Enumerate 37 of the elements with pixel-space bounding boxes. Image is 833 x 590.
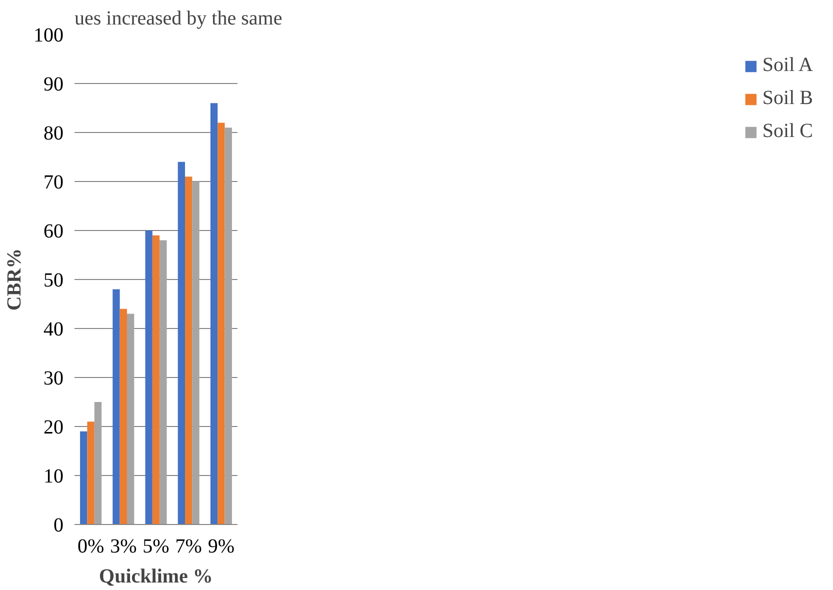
y-tick-label: 70 xyxy=(44,172,64,194)
y-axis-title: CBR% xyxy=(4,248,26,311)
bar xyxy=(224,128,232,524)
bar xyxy=(80,431,88,524)
x-tick-label: 5% xyxy=(142,536,170,558)
y-tick-label: 90 xyxy=(44,74,64,96)
bar xyxy=(192,182,200,524)
x-tick-label: 9% xyxy=(208,536,235,558)
bar xyxy=(145,230,152,524)
y-tick-label: 100 xyxy=(34,24,64,46)
text: ues increased by the same xyxy=(74,8,282,30)
y-tick-label: 60 xyxy=(44,220,64,242)
bar xyxy=(185,176,192,524)
x-tick-label: 3% xyxy=(110,536,137,558)
y-tick-label: 0 xyxy=(54,514,64,536)
bar xyxy=(152,235,160,524)
y-tick-label: 40 xyxy=(44,318,64,340)
bar xyxy=(160,240,167,524)
y-tick-label: 20 xyxy=(44,416,64,438)
bar xyxy=(126,314,134,524)
y-tick-label: 30 xyxy=(44,368,64,390)
legend-label: Soil C xyxy=(762,120,813,143)
bar xyxy=(87,422,94,524)
legend-label: Soil B xyxy=(762,87,813,110)
bar xyxy=(94,402,102,524)
y-tick-label: 50 xyxy=(44,270,64,292)
bar xyxy=(218,122,225,524)
x-axis-title: Quicklime % xyxy=(99,566,213,588)
bar xyxy=(120,308,127,524)
y-tick-label: 10 xyxy=(44,466,64,488)
y-tick-label: 80 xyxy=(44,122,64,144)
bar xyxy=(112,289,120,524)
x-tick-label: 7% xyxy=(175,536,202,558)
x-tick-label: 0% xyxy=(77,536,104,558)
bar xyxy=(178,162,186,524)
bar xyxy=(210,103,218,524)
legend-label: Soil A xyxy=(762,54,813,77)
